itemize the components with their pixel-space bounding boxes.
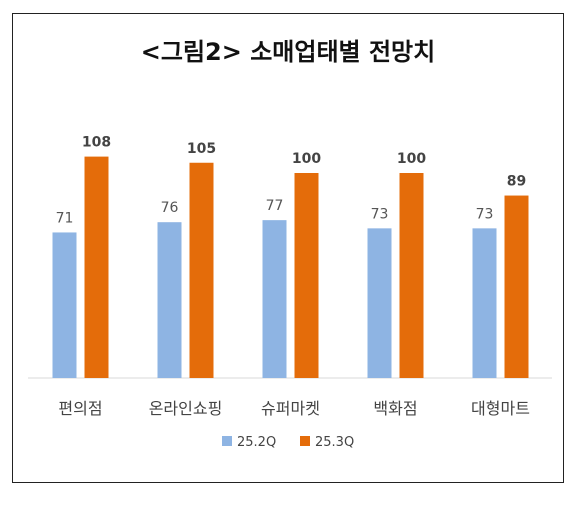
category-label-2: 온라인쇼핑 [149, 399, 223, 418]
category-label-4: 백화점 [373, 399, 417, 418]
bar-25.2Q-2 [157, 222, 182, 378]
bar-25.3Q-3 [294, 173, 319, 378]
legend-label-25.3Q: 25.3Q [315, 435, 354, 450]
legend-label-25.2Q: 25.2Q [237, 435, 276, 450]
data-label-25.3Q-1: 108 [82, 135, 111, 151]
bar-25.3Q-2 [189, 162, 214, 378]
bar-25.3Q-1 [84, 156, 109, 378]
data-label-25.2Q-4: 73 [371, 206, 389, 222]
category-label-1: 편의점 [58, 399, 102, 418]
chart-title: <그림2> 소매업태별 전망치 [140, 38, 436, 66]
data-label-25.2Q-1: 71 [56, 210, 74, 226]
bar-25.2Q-3 [262, 220, 287, 378]
data-label-25.2Q-3: 77 [266, 198, 284, 214]
data-label-25.2Q-5: 73 [476, 206, 494, 222]
legend-swatch-25.2Q [222, 436, 232, 446]
category-label-5: 대형마트 [471, 399, 530, 418]
data-label-25.3Q-4: 100 [397, 151, 426, 167]
data-label-25.3Q-2: 105 [187, 141, 216, 157]
legend-swatch-25.3Q [300, 436, 310, 446]
category-label-3: 슈퍼마켓 [261, 399, 320, 418]
data-label-25.3Q-5: 89 [507, 174, 526, 190]
bar-25.2Q-1 [52, 232, 77, 378]
bar-25.2Q-4 [367, 228, 392, 378]
bar-25.3Q-5 [504, 195, 529, 378]
data-label-25.3Q-3: 100 [292, 151, 321, 167]
data-label-25.2Q-2: 76 [161, 200, 179, 216]
bar-25.3Q-4 [399, 173, 424, 378]
bar-25.2Q-5 [472, 228, 497, 378]
